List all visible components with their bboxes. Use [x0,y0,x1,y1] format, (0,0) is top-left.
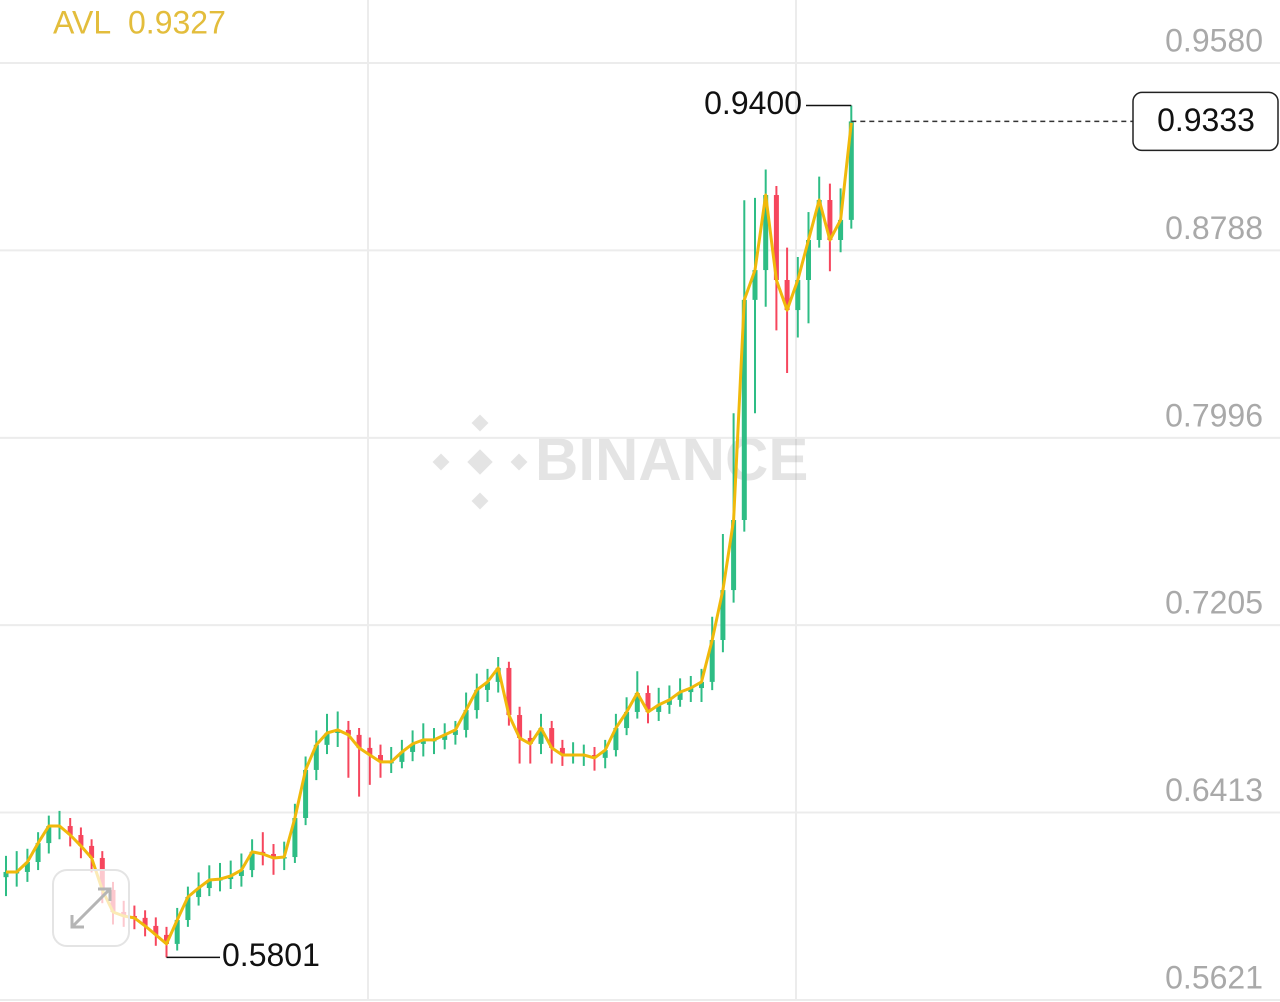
candle-body [78,835,84,846]
candle-body [602,750,608,758]
candle-body [249,851,255,871]
candle-body [142,917,148,926]
candle-body [196,888,202,898]
legend: AVL 0.9327 [53,4,226,40]
y-tick-label: 0.7996 [1165,397,1263,433]
candle-body [420,739,426,744]
candle-body [35,843,41,863]
candle-body [474,689,480,711]
candle-body [634,693,640,712]
candle-body [153,925,159,935]
candle-body [185,897,191,920]
candle-body [378,755,383,762]
candle-body [838,219,844,240]
candle-body [506,667,512,716]
candle-body [709,640,715,682]
candle-body [238,870,244,876]
candle-body [677,692,683,700]
candle-body [816,200,822,240]
candle-body [46,826,52,844]
candle-body [356,734,362,748]
candle-body [292,817,298,858]
candle-body [688,688,694,693]
expand-icon[interactable] [70,887,112,929]
candle-body [67,826,73,836]
candle-body [527,737,533,744]
candle-body [656,704,662,712]
candle-body [345,729,351,735]
candle-body [795,280,801,311]
candle-body [313,744,319,770]
candle-body [410,743,416,752]
candle-body [206,880,212,889]
expand-button[interactable] [52,869,130,947]
candle-body [827,200,833,240]
y-tick-label: 0.9580 [1165,22,1263,58]
candle-body [517,715,523,738]
candle-body [752,270,758,300]
candle-body [324,733,330,745]
candle-body [89,845,95,858]
candle-body [773,195,779,280]
candle-body [699,681,704,689]
candle-body [485,681,490,690]
candle-body [271,853,276,858]
candle-body [538,728,544,744]
candle-body [303,769,309,818]
min-marker-label: 0.5801 [222,937,320,973]
candle-body [452,729,458,735]
candle-body [624,711,630,729]
candle-body [24,862,30,872]
candle-body [559,747,565,756]
candle-body [666,699,672,705]
candle-body [164,934,169,944]
legend-name: AVL [53,4,111,40]
y-tick-label: 0.7205 [1165,585,1263,621]
candle-body [442,734,448,740]
candle-body [174,920,180,944]
candle-body [549,728,555,748]
y-tick-label: 0.6413 [1165,772,1263,808]
candle-body [720,590,726,640]
candle-body [367,747,373,756]
watermark-text: BINANCE [535,426,808,493]
candle-body [3,871,9,878]
candle-body [645,693,651,712]
max-marker-label: 0.9400 [704,85,802,121]
price-label: 0.9333 [1157,102,1255,138]
candle-body [741,299,747,520]
avl-line [6,122,853,946]
price-box [1132,91,1279,152]
candle-body [495,667,501,682]
candle-body [613,728,619,751]
y-tick-label: 0.5621 [1165,959,1263,995]
legend-value: 0.9327 [128,4,226,40]
candle-body [848,121,854,220]
candle-body [399,751,405,762]
candle-body [784,280,790,311]
candle-body [806,240,811,280]
candle-body [731,520,737,591]
y-tick-label: 0.8788 [1165,210,1263,246]
candle-body [463,710,469,730]
candle-body [763,195,769,271]
